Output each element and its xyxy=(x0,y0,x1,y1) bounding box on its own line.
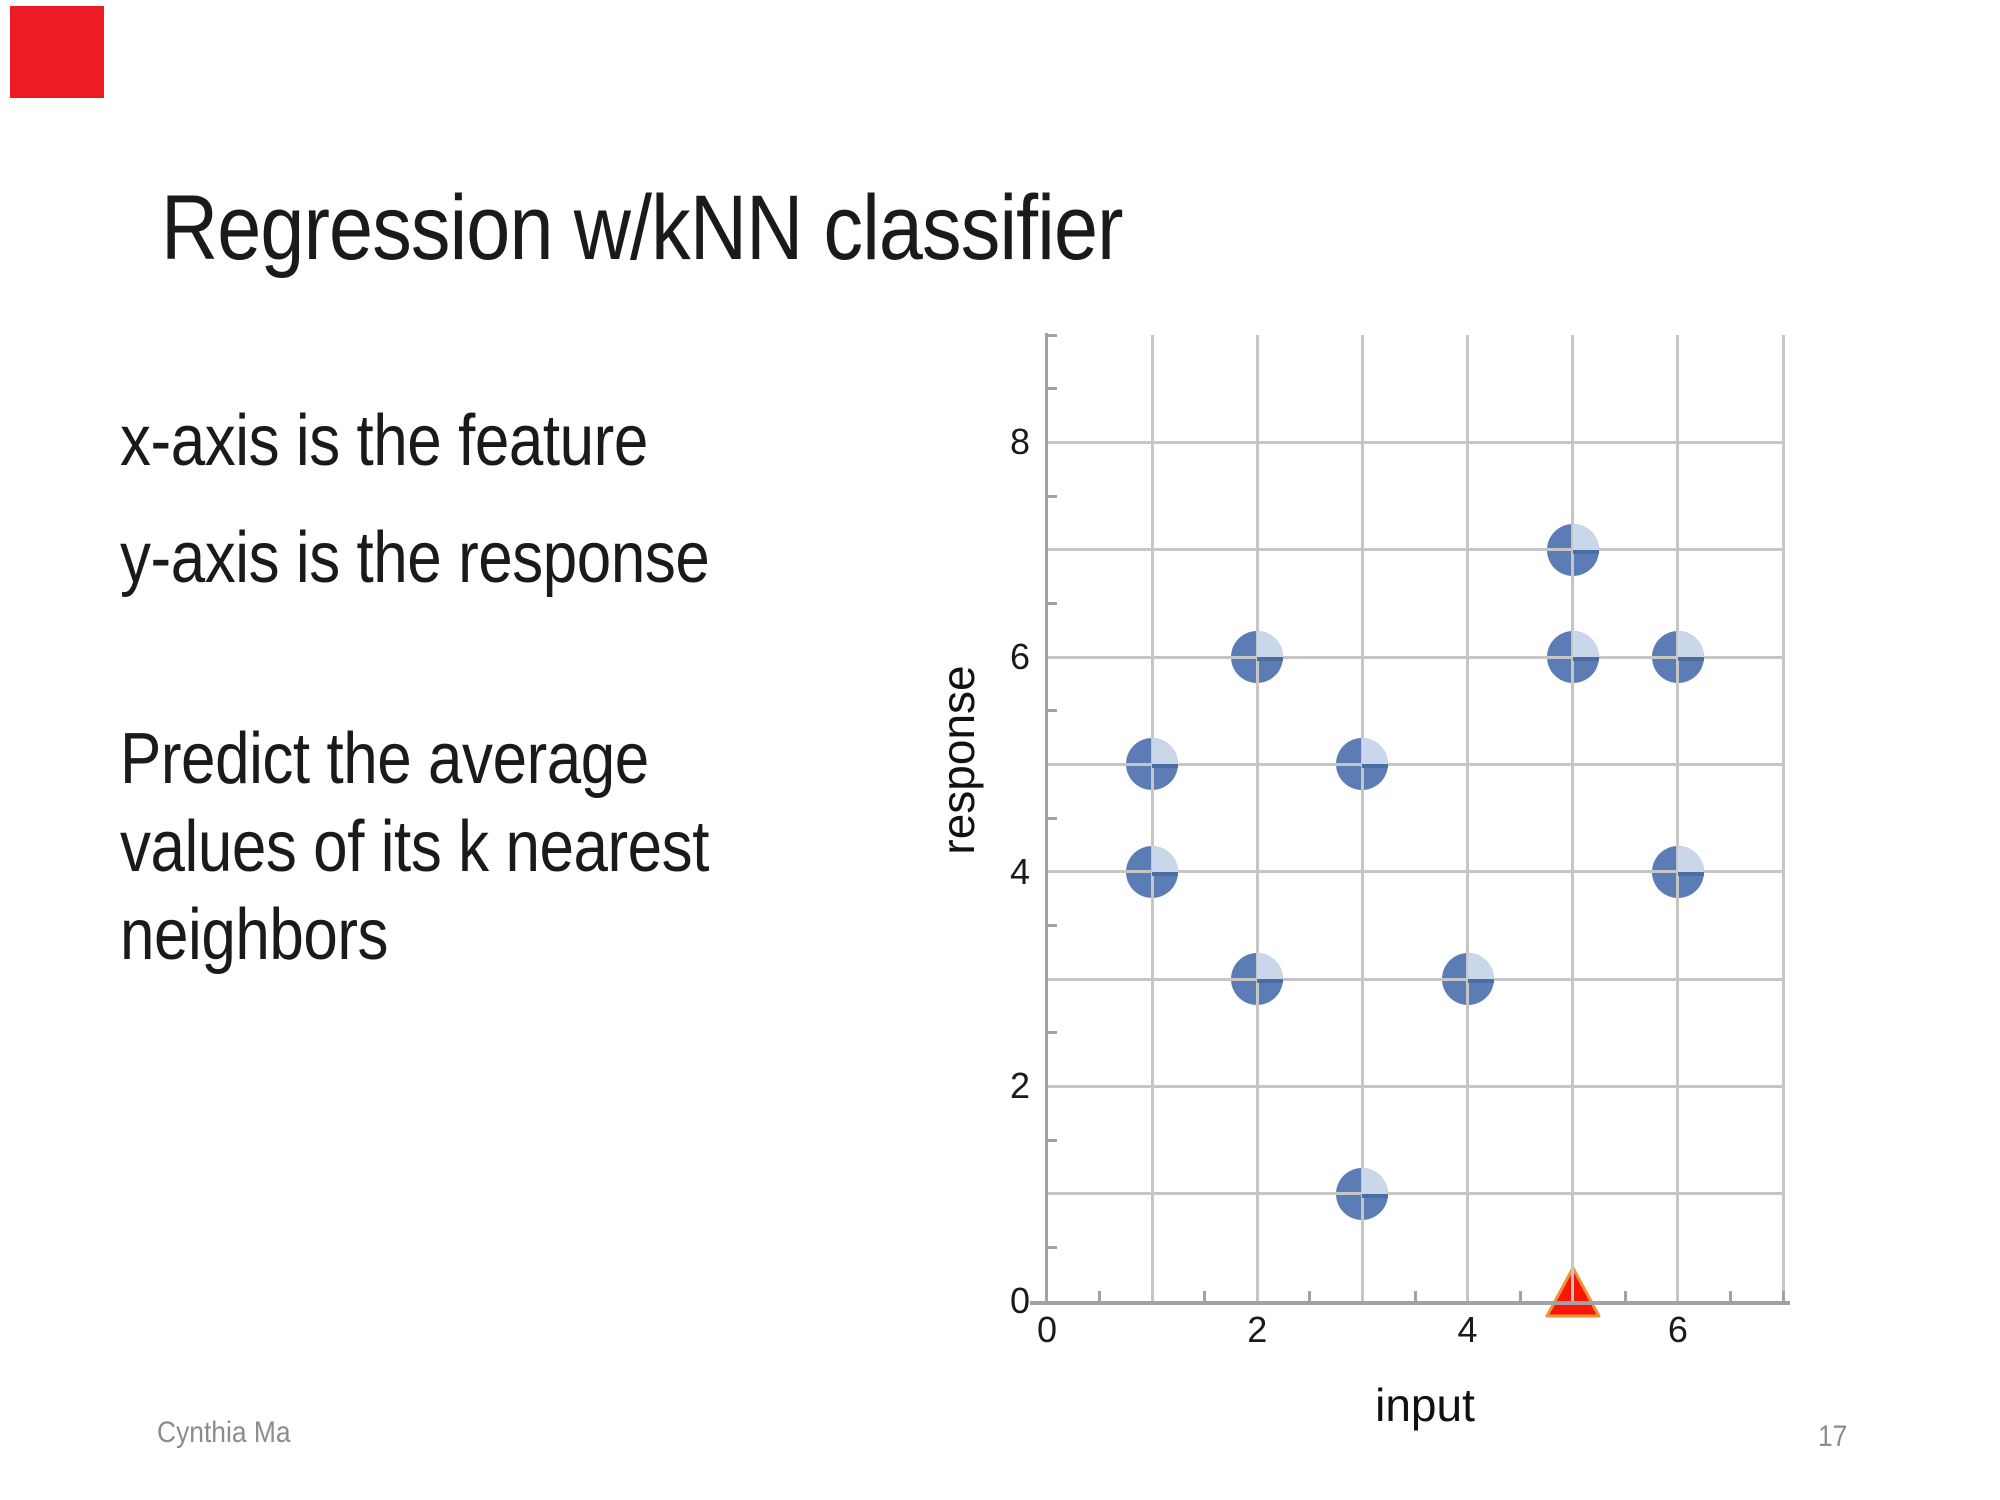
y-tick-label: 2 xyxy=(1009,1065,1030,1107)
gridline-horizontal xyxy=(1047,548,1783,552)
gridline-horizontal xyxy=(1047,1192,1783,1196)
y-axis-tick xyxy=(1047,709,1057,713)
data-point-quadrant xyxy=(1257,953,1284,983)
gridline-vertical xyxy=(1676,335,1680,1301)
gridline-horizontal xyxy=(1047,655,1783,659)
data-point-quadrant xyxy=(1257,631,1284,661)
y-axis-tick xyxy=(1047,923,1057,927)
gridline-horizontal xyxy=(1047,762,1783,766)
x-axis-tick xyxy=(1308,1291,1312,1301)
gridline-vertical xyxy=(1255,335,1259,1301)
x-axis-tick xyxy=(1623,1291,1627,1301)
gridline-vertical xyxy=(1571,335,1575,1301)
footer-author: Cynthia Ma xyxy=(157,1416,291,1449)
gridline-horizontal xyxy=(1047,977,1783,981)
y-tick-label: 4 xyxy=(1009,850,1030,892)
y-axis-tick xyxy=(1047,1138,1057,1142)
x-tick-label: 2 xyxy=(1247,1309,1268,1350)
y-tick-label: 8 xyxy=(1009,421,1030,463)
y-tick-label: 0 xyxy=(1009,1280,1030,1321)
x-axis-tick xyxy=(1781,1291,1785,1301)
gridline-vertical xyxy=(1150,335,1154,1301)
y-axis-tick xyxy=(1047,387,1057,391)
red-accent-square xyxy=(10,6,104,98)
gridline-vertical xyxy=(1781,335,1785,1301)
data-point-quadrant xyxy=(1677,631,1704,661)
data-point-quadrant xyxy=(1152,845,1179,876)
gridline-horizontal xyxy=(1047,870,1783,874)
data-point-quadrant xyxy=(1152,738,1179,769)
data-point-quadrant xyxy=(1677,845,1704,876)
gridline-horizontal xyxy=(1047,440,1783,444)
bullet-x-axis: x-axis is the feature xyxy=(120,401,648,481)
predict-text-line-1: Predict the average xyxy=(120,719,649,799)
x-axis-tick xyxy=(1413,1291,1417,1301)
x-axis-spine xyxy=(1030,1301,1790,1305)
y-axis-tick xyxy=(1047,816,1057,820)
y-axis-tick xyxy=(1047,333,1057,337)
y-tick-label: 6 xyxy=(1009,636,1030,677)
y-axis-tick xyxy=(1047,1031,1057,1035)
y-axis-tick xyxy=(1047,601,1057,605)
data-point-quadrant xyxy=(1362,738,1389,769)
data-point-quadrant xyxy=(1467,953,1494,983)
gridline-vertical xyxy=(1360,335,1364,1301)
page-number: 17 xyxy=(1818,1420,1848,1453)
x-tick-label: 4 xyxy=(1457,1309,1478,1350)
x-axis-tick xyxy=(1098,1291,1102,1301)
y-axis-spine xyxy=(1045,333,1048,1304)
gridline-horizontal xyxy=(1047,1084,1783,1088)
x-axis-tick xyxy=(1728,1291,1732,1301)
slide-title: Regression w/kNN classifier xyxy=(161,177,1124,279)
y-axis-tick xyxy=(1047,1245,1057,1249)
x-tick-label: 6 xyxy=(1667,1309,1688,1350)
y-axis-tick xyxy=(1047,494,1057,498)
bullet-y-axis: y-axis is the response xyxy=(120,518,710,598)
x-axis-tick xyxy=(1203,1291,1207,1301)
predict-text-line-2: values of its k nearest xyxy=(120,807,709,887)
data-point-quadrant xyxy=(1572,523,1599,554)
data-point-quadrant xyxy=(1362,1167,1389,1198)
predict-text-line-3: neighbors xyxy=(120,895,389,975)
gridline-vertical xyxy=(1466,335,1470,1301)
x-axis-title: input xyxy=(1375,1379,1475,1431)
x-axis-tick xyxy=(1518,1291,1522,1301)
data-point-quadrant xyxy=(1572,631,1599,661)
x-tick-label: 0 xyxy=(1036,1309,1058,1350)
